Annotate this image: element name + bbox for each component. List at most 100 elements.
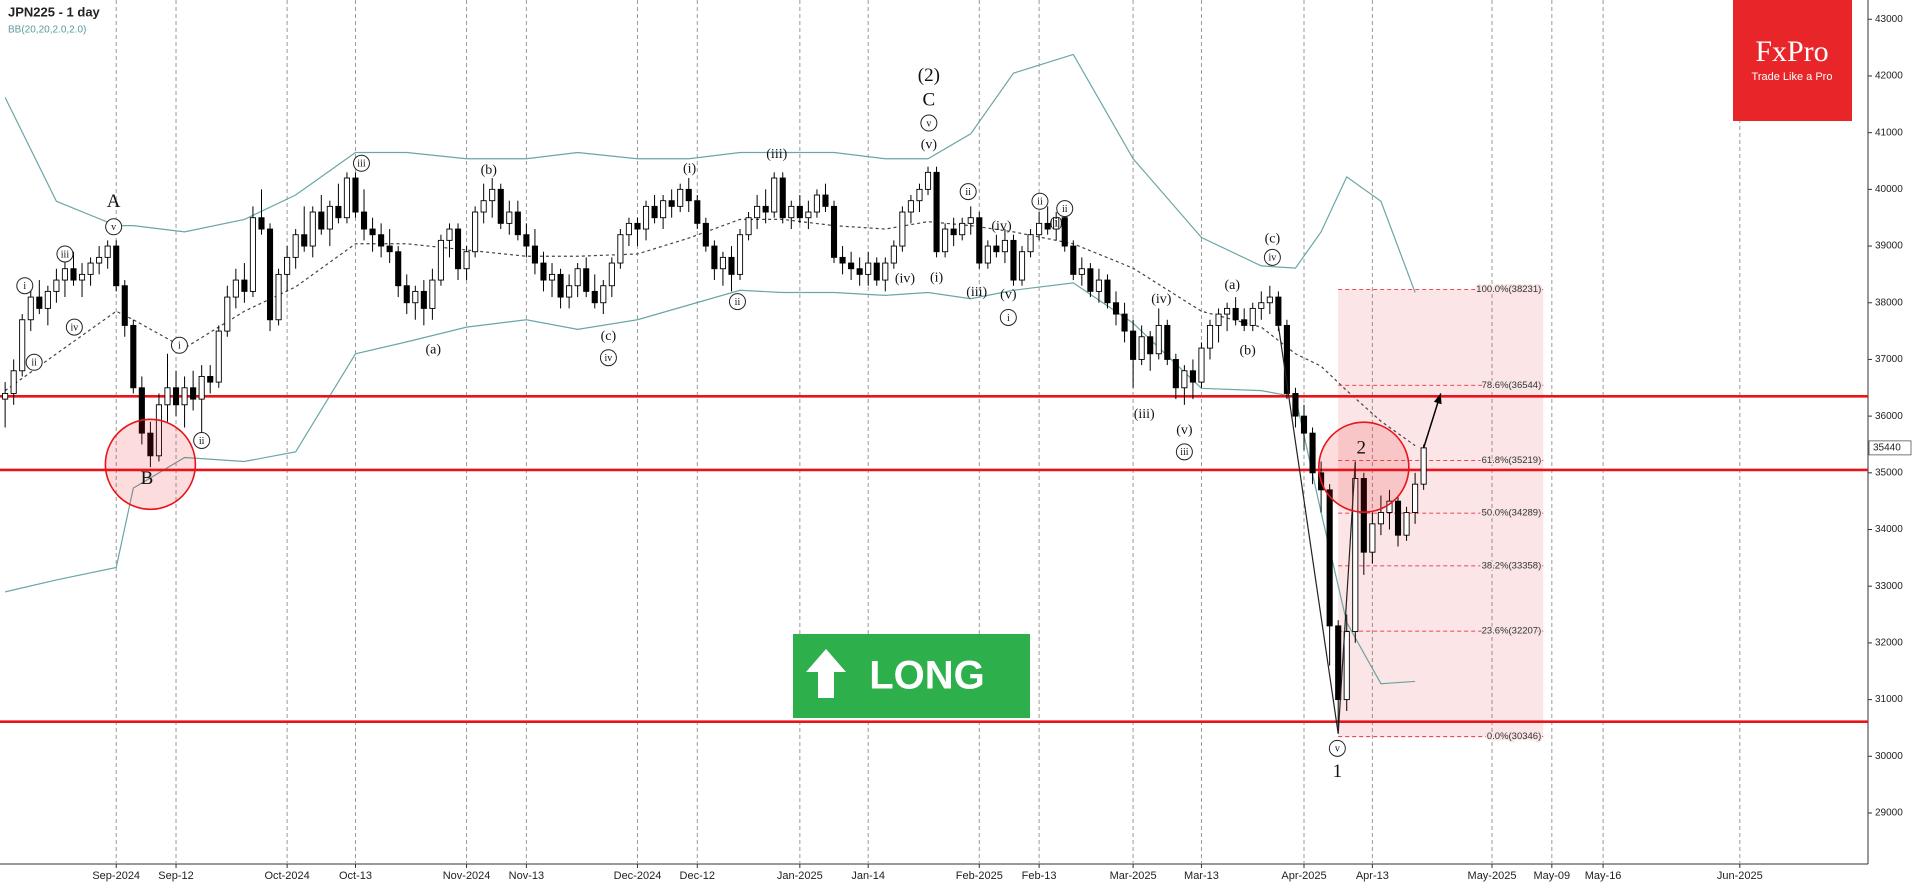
x-tick-label: Oct-2024 (264, 870, 309, 882)
y-tick-label: 41000 (1875, 127, 1903, 138)
y-tick-label: 42000 (1875, 71, 1903, 82)
candle-body (454, 228, 462, 270)
y-tick-label: 30000 (1875, 751, 1903, 762)
wave-label: ii (31, 358, 37, 369)
candle-body (1095, 279, 1102, 292)
candle-body (335, 205, 342, 219)
candle-body (745, 217, 752, 236)
candle-body (181, 387, 188, 406)
candle-body (1121, 313, 1128, 332)
candle-body (1206, 324, 1214, 349)
candle-body (224, 296, 231, 332)
x-tick-label: Jan-2025 (777, 870, 823, 882)
x-tick-label: Mar-2025 (1110, 870, 1157, 882)
candle-body (10, 370, 17, 394)
y-tick-label: 34000 (1875, 524, 1903, 535)
candle-body (1224, 307, 1231, 315)
candle-body (660, 200, 667, 219)
y-tick-label: 37000 (1875, 354, 1903, 365)
candle-body (976, 217, 983, 264)
wave-marker (1328, 739, 1346, 757)
candle-body (1001, 239, 1008, 253)
wave-label: (c) (1265, 231, 1281, 246)
candle-body (266, 228, 274, 321)
candle-body (719, 256, 726, 270)
candle-body (702, 222, 709, 247)
candle-body (1420, 447, 1427, 485)
wave-label: iii (1180, 447, 1189, 458)
candle-body (959, 222, 966, 236)
candle-body (848, 262, 855, 270)
wave-label: ii (1037, 197, 1043, 208)
wave-label: (i) (930, 271, 944, 286)
candle-body (412, 290, 419, 304)
y-tick-label: 35000 (1875, 467, 1903, 478)
candle-body (1386, 500, 1393, 513)
candle-body (574, 268, 581, 287)
candle-body (446, 228, 453, 241)
candle-body (830, 205, 838, 258)
candle-body (232, 279, 239, 298)
candle-body (1155, 324, 1162, 355)
candle-body (70, 268, 77, 281)
candle-body (301, 234, 308, 247)
candle-body (1053, 217, 1060, 230)
candle-body (796, 205, 803, 219)
candle-body (489, 188, 496, 202)
candle-body (899, 211, 906, 247)
wave-label: (v) (1176, 423, 1193, 438)
candle-body (694, 200, 701, 224)
wave-line (1277, 325, 1339, 734)
x-tick-label: Jan-14 (851, 870, 885, 882)
wave-label: ii (199, 436, 205, 447)
highlight-circle (1318, 421, 1410, 513)
candle-body (933, 171, 940, 253)
candle-body (540, 262, 547, 281)
candle-body (164, 387, 171, 406)
candle-body (96, 256, 103, 264)
candle-body (1300, 415, 1308, 434)
candle-body (1164, 324, 1171, 360)
candle-body (241, 279, 248, 292)
candle-body (343, 177, 350, 219)
wave-label: 2 (1357, 437, 1367, 458)
candle-body (463, 251, 470, 270)
wave-label: (v) (1000, 288, 1017, 303)
wave-label: (iii) (1134, 407, 1155, 422)
candle-body (437, 239, 444, 281)
y-tick-label: 38000 (1875, 297, 1903, 308)
main-layer (0, 53, 1868, 734)
candle-body (1010, 239, 1017, 281)
wave-label: ii (1062, 204, 1068, 215)
candle-body (352, 177, 359, 213)
candle-body (967, 217, 974, 224)
wave-marker (999, 308, 1017, 326)
candle-body (360, 211, 368, 230)
candle-body (548, 273, 556, 281)
wave-label: B (141, 468, 154, 489)
wave-label: iii (357, 159, 366, 170)
bollinger-upper (4, 53, 1416, 293)
wave-label: C (923, 89, 936, 110)
candle-body (472, 211, 479, 253)
x-tick-label: Apr-13 (1356, 870, 1389, 882)
x-tick-label: Dec-12 (680, 870, 715, 882)
wave-marker (56, 245, 74, 263)
candle-body (1394, 500, 1402, 536)
candle-body (642, 205, 650, 230)
candle-body (309, 211, 316, 247)
candle-body (198, 375, 205, 400)
wave-marker (16, 277, 34, 295)
candle-body (1087, 268, 1094, 292)
candle-body (1258, 302, 1265, 309)
wave-line (1337, 461, 1356, 734)
candle-body (480, 200, 487, 213)
wave-label: (a) (1224, 278, 1240, 293)
candle-body (386, 245, 393, 253)
candle-body (924, 171, 932, 190)
candle-body (172, 387, 180, 406)
candle-body (190, 387, 197, 400)
candle-body (668, 200, 675, 207)
